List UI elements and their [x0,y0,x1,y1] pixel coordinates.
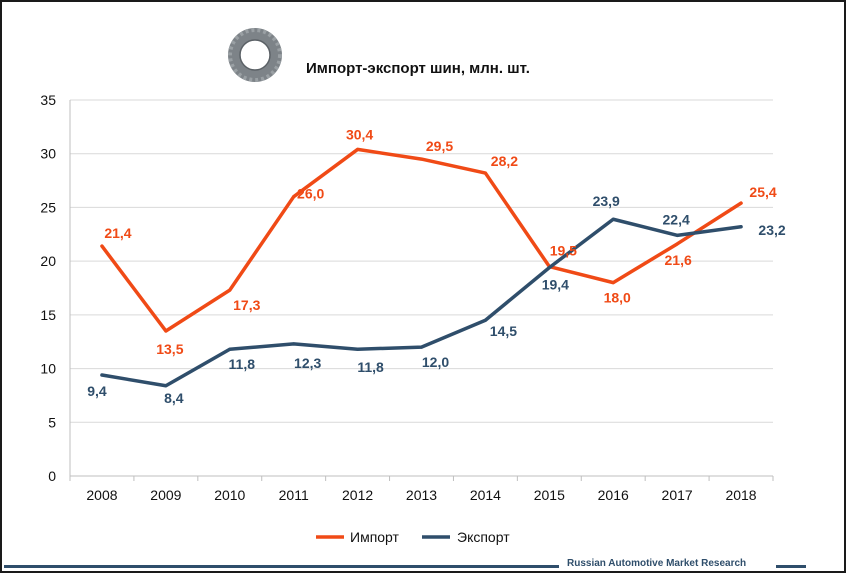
data-point [547,266,551,270]
data-label: 19,5 [550,243,577,259]
data-point [611,217,615,221]
y-tick-label: 25 [40,199,56,215]
data-point [675,233,679,237]
data-point [228,288,232,292]
data-label: 12,3 [294,355,321,371]
data-label: 23,2 [758,222,785,238]
data-labels: 21,4 13,5 17,3 26,0 30,4 29,5 28,2 19,5 18,0 21,6… [87,126,786,405]
data-point [100,244,104,248]
data-label: 18,0 [604,290,631,306]
series-lines [100,147,743,388]
data-point [356,347,360,351]
legend-label-export: Экспорт [457,529,510,545]
data-label: 11,8 [357,359,384,375]
y-tick-label: 30 [40,146,56,162]
data-point [292,342,296,346]
data-label: 25,4 [749,184,776,200]
data-label: 26,0 [297,186,324,202]
x-tick-label: 2014 [470,487,501,503]
footer-line-left [4,565,559,568]
data-point [164,329,168,333]
data-label: 30,4 [346,126,373,142]
data-label: 21,4 [104,225,131,241]
footer-line-right [776,565,806,568]
data-point [356,147,360,151]
x-tick-label: 2011 [279,487,309,503]
x-tick-label: 2010 [214,487,245,503]
data-label: 17,3 [233,297,260,313]
y-tick-label: 35 [40,92,56,108]
data-label: 9,4 [87,383,107,399]
data-label: 13,5 [156,341,183,357]
data-label: 23,9 [593,193,620,209]
data-label: 28,2 [491,153,518,169]
data-point [292,195,296,199]
x-tick-label: 2009 [150,487,181,503]
data-point [420,345,423,349]
x-tick-label: 2017 [662,487,693,503]
x-tick-label: 2012 [342,487,373,503]
y-tick-label: 0 [48,468,56,484]
data-point [483,318,487,322]
x-tick-label: 2016 [598,487,629,503]
legend: Импорт Экспорт [316,529,510,545]
data-label: 21,6 [665,252,692,268]
data-point [739,201,743,205]
y-tick-label: 10 [40,361,56,377]
data-point [420,157,423,161]
axes: 0 5 10 15 20 25 30 35 2008 2009 2010 2011 2012 2013 20… [40,92,774,503]
x-tick-label: 2008 [86,487,117,503]
data-point [739,225,743,229]
data-point [675,242,679,246]
y-tick-label: 5 [48,414,56,430]
y-tick-label: 20 [40,253,56,269]
data-point [483,171,487,175]
x-tick-label: 2015 [534,487,565,503]
chart-title: Импорт-экспорт шин, млн. шт. [306,60,530,77]
footer-source: Russian Automotive Market Research [567,558,747,569]
data-point [100,373,104,377]
data-point [228,347,232,351]
data-label: 19,4 [542,277,569,293]
data-label: 22,4 [663,211,690,227]
data-point [611,281,615,285]
y-tick-label: 15 [40,307,56,323]
legend-label-import: Импорт [350,529,400,545]
grid-lines [70,99,773,423]
x-tick-label: 2018 [725,487,756,503]
data-label: 29,5 [426,138,453,154]
tire-icon [228,28,282,82]
data-label: 8,4 [164,390,184,406]
data-point [164,384,168,388]
series-line-import [100,147,743,333]
x-tick-label: 2013 [406,487,437,503]
data-label: 14,5 [490,323,517,339]
data-label: 12,0 [422,354,449,370]
data-label: 11,8 [229,356,256,372]
